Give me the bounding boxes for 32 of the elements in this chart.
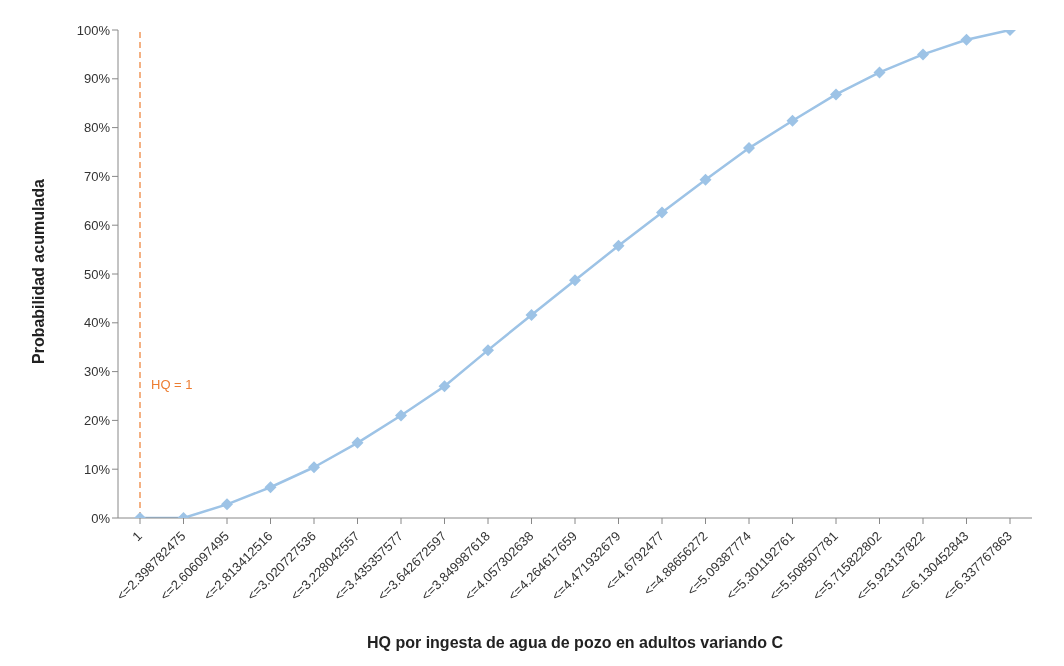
y-tick-label: 20% xyxy=(83,413,111,429)
point xyxy=(786,114,799,127)
x-axis-title: HQ por ingesta de agua de pozo en adultos variando C xyxy=(366,634,784,651)
point xyxy=(917,48,929,61)
point xyxy=(960,33,973,46)
y-tick-label: 60% xyxy=(83,217,111,233)
point xyxy=(482,344,494,357)
y-tick-label: 40% xyxy=(83,315,111,331)
y-tick-label: 0% xyxy=(91,510,111,526)
y-tick-label: 70% xyxy=(83,169,111,185)
point xyxy=(221,498,233,511)
y-tick-label: 80% xyxy=(83,120,111,136)
y-axis-title: Probabilidad acumulada xyxy=(29,178,47,364)
ref-line-label: HQ = 1 xyxy=(151,376,193,392)
y-tick-label: 30% xyxy=(83,364,111,380)
point xyxy=(569,274,581,287)
point xyxy=(264,481,277,494)
point xyxy=(656,206,668,219)
point xyxy=(525,308,538,321)
point xyxy=(743,142,755,155)
y-tick-label: 50% xyxy=(83,266,111,282)
point xyxy=(830,88,842,101)
point xyxy=(699,173,712,186)
point xyxy=(438,380,451,393)
y-tick-label: 100% xyxy=(76,22,111,38)
point xyxy=(395,409,407,422)
point xyxy=(308,461,320,474)
y-tick-label: 10% xyxy=(83,461,111,477)
y-tick-label: 90% xyxy=(83,71,111,87)
point xyxy=(612,239,625,252)
point xyxy=(873,66,886,79)
point xyxy=(351,436,364,449)
